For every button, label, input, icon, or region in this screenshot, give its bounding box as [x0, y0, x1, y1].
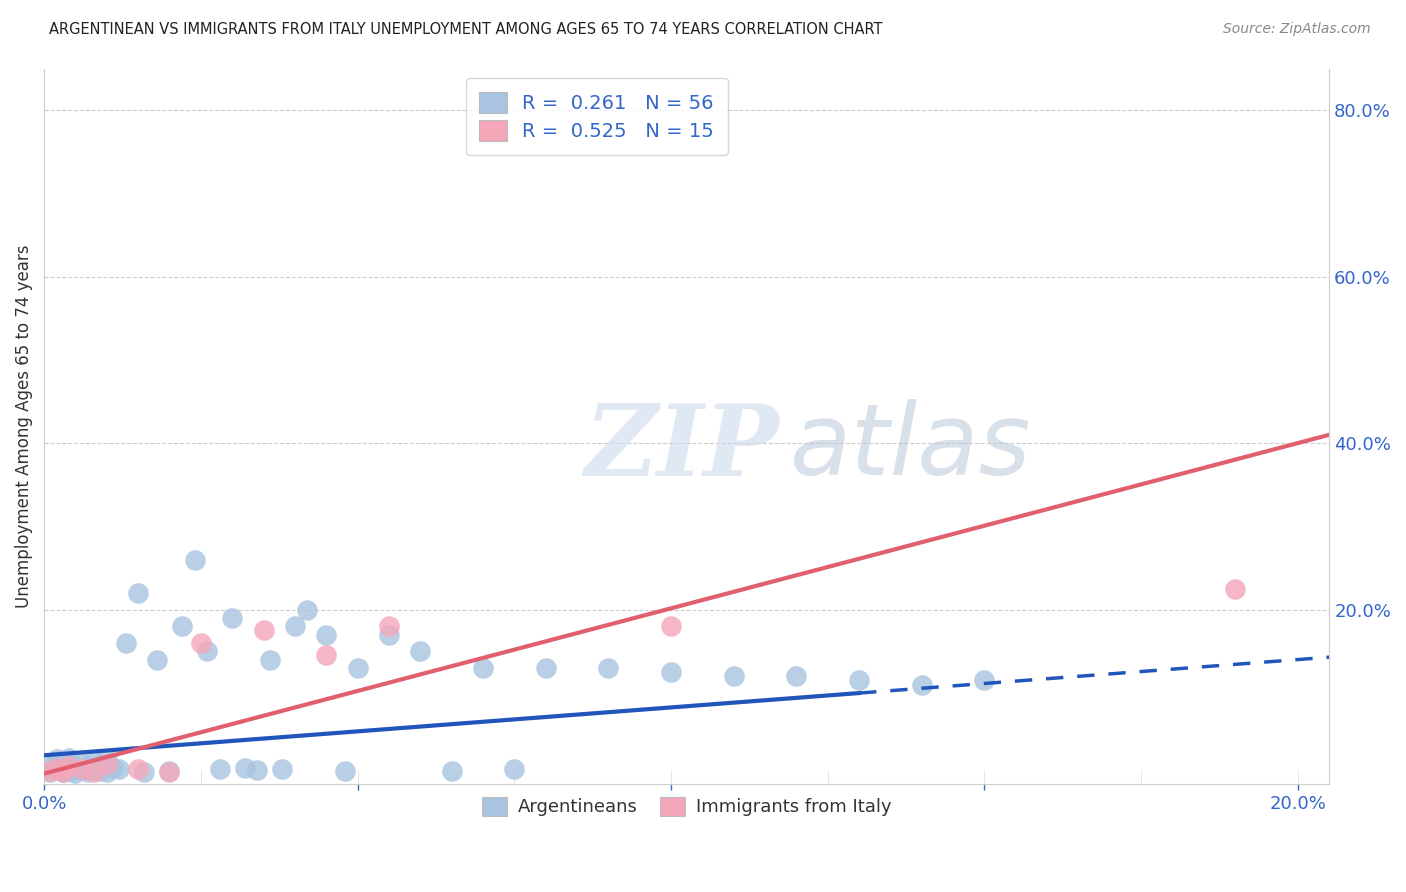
- Point: [1225, 582, 1247, 596]
- Point: [146, 652, 169, 666]
- Point: [58, 764, 80, 778]
- Point: [315, 627, 337, 641]
- Point: [378, 627, 401, 641]
- Text: ZIP: ZIP: [583, 400, 779, 496]
- Point: [58, 757, 80, 772]
- Point: [45, 761, 67, 775]
- Point: [127, 763, 149, 777]
- Point: [39, 764, 62, 778]
- Text: atlas: atlas: [790, 400, 1031, 497]
- Point: [45, 763, 67, 777]
- Point: [333, 764, 356, 778]
- Point: [96, 764, 118, 779]
- Point: [190, 636, 212, 650]
- Text: Source: ZipAtlas.com: Source: ZipAtlas.com: [1223, 22, 1371, 37]
- Point: [159, 764, 181, 778]
- Point: [659, 665, 682, 679]
- Point: [39, 756, 62, 771]
- Point: [378, 619, 401, 633]
- Legend: Argentineans, Immigrants from Italy: Argentineans, Immigrants from Italy: [472, 788, 900, 825]
- Point: [70, 763, 93, 777]
- Point: [108, 763, 131, 777]
- Point: [65, 765, 87, 780]
- Point: [83, 764, 105, 779]
- Point: [127, 586, 149, 600]
- Point: [83, 754, 105, 768]
- Point: [70, 764, 93, 778]
- Point: [77, 764, 100, 779]
- Point: [315, 648, 337, 663]
- Point: [52, 764, 75, 779]
- Point: [101, 761, 124, 775]
- Point: [271, 763, 294, 777]
- Point: [221, 611, 243, 625]
- Point: [284, 619, 307, 633]
- Point: [911, 677, 934, 691]
- Point: [723, 669, 745, 683]
- Point: [346, 661, 368, 675]
- Point: [252, 624, 274, 638]
- Point: [183, 552, 205, 566]
- Point: [471, 661, 494, 675]
- Point: [409, 644, 432, 658]
- Point: [785, 669, 807, 683]
- Point: [848, 673, 870, 688]
- Point: [90, 764, 112, 778]
- Point: [534, 661, 557, 675]
- Point: [83, 763, 105, 777]
- Point: [440, 764, 463, 778]
- Point: [297, 602, 319, 616]
- Point: [659, 619, 682, 633]
- Point: [65, 761, 87, 775]
- Point: [39, 764, 62, 779]
- Point: [134, 764, 156, 779]
- Point: [96, 752, 118, 766]
- Point: [52, 759, 75, 773]
- Point: [246, 764, 269, 778]
- Point: [973, 673, 995, 688]
- Point: [45, 752, 67, 766]
- Point: [233, 761, 256, 775]
- Point: [195, 644, 218, 658]
- Point: [90, 757, 112, 772]
- Point: [208, 763, 231, 777]
- Point: [114, 636, 136, 650]
- Point: [259, 652, 281, 666]
- Point: [77, 759, 100, 773]
- Point: [58, 751, 80, 765]
- Point: [58, 759, 80, 773]
- Text: ARGENTINEAN VS IMMIGRANTS FROM ITALY UNEMPLOYMENT AMONG AGES 65 TO 74 YEARS CORR: ARGENTINEAN VS IMMIGRANTS FROM ITALY UNE…: [49, 22, 883, 37]
- Point: [159, 764, 181, 779]
- Point: [503, 763, 526, 777]
- Point: [96, 756, 118, 771]
- Point: [52, 754, 75, 768]
- Point: [170, 619, 193, 633]
- Point: [52, 764, 75, 779]
- Point: [598, 661, 620, 675]
- Point: [70, 756, 93, 770]
- Y-axis label: Unemployment Among Ages 65 to 74 years: Unemployment Among Ages 65 to 74 years: [15, 244, 32, 608]
